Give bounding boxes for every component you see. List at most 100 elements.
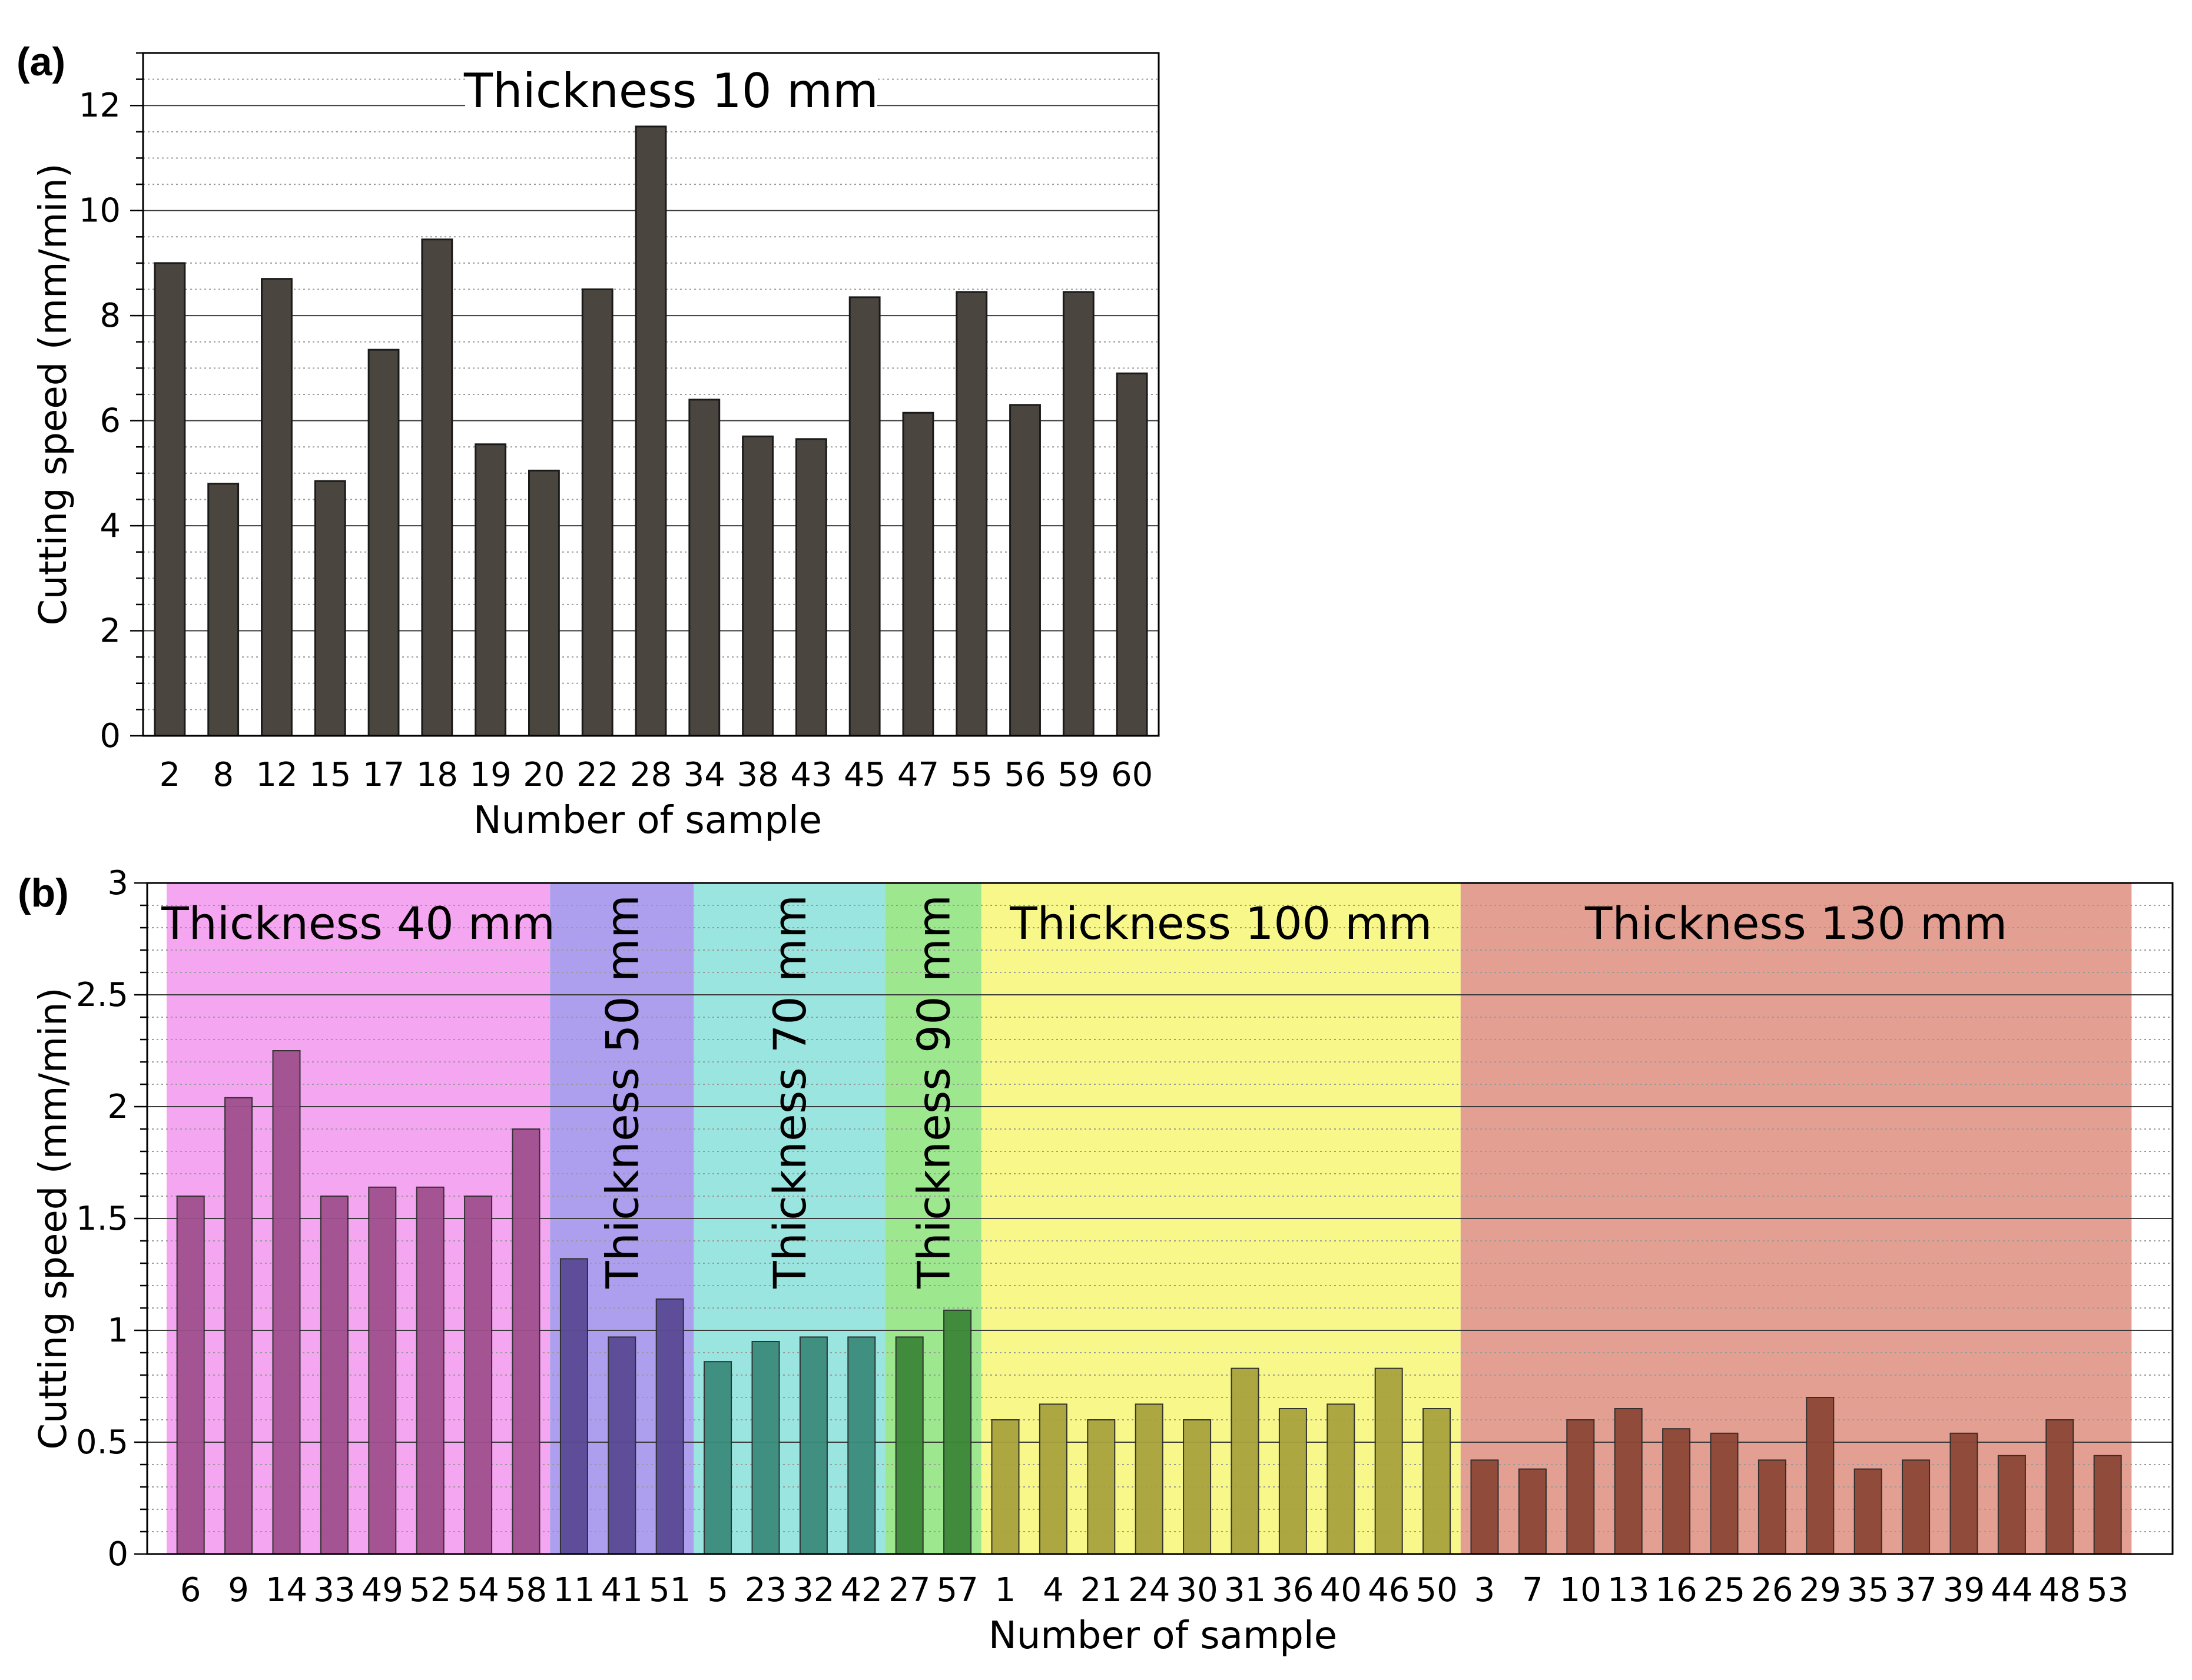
x-tick-label: 22 — [576, 756, 618, 794]
x-tick-label: 18 — [416, 756, 458, 794]
bar-19 — [475, 443, 507, 737]
bar-42 — [847, 1336, 876, 1555]
y-tick-label: 0 — [100, 717, 121, 755]
x-tick-label: 56 — [1004, 756, 1046, 794]
x-tick-label: 58 — [505, 1571, 547, 1609]
bar-13 — [1614, 1408, 1643, 1555]
x-tick-label: 60 — [1111, 756, 1153, 794]
x-tick-label: 43 — [790, 756, 832, 794]
x-tick-label: 42 — [841, 1571, 883, 1609]
bar-16 — [1662, 1428, 1691, 1555]
x-tick-label: 37 — [1895, 1571, 1936, 1609]
bar-3 — [1470, 1459, 1499, 1555]
bar-50 — [1422, 1408, 1451, 1555]
bar-38 — [742, 435, 774, 737]
bar-52 — [416, 1186, 445, 1555]
x-tick-label: 25 — [1703, 1571, 1745, 1609]
x-tick-label: 33 — [313, 1571, 355, 1609]
bar-56 — [1009, 404, 1041, 737]
chart-title-a: Thickness 10 mm — [463, 64, 878, 118]
x-tick-label: 35 — [1847, 1571, 1889, 1609]
x-tick-label: 34 — [684, 756, 725, 794]
region-label-0: Thickness 40 mm — [161, 897, 555, 949]
bar-18 — [421, 238, 453, 737]
x-tick-label: 21 — [1080, 1571, 1122, 1609]
x-tick-label: 52 — [409, 1571, 451, 1609]
x-tick-label: 6 — [180, 1571, 201, 1609]
x-tick-label: 47 — [897, 756, 939, 794]
x-tick-label: 8 — [213, 756, 234, 794]
x-tick-label: 28 — [630, 756, 672, 794]
bar-2 — [154, 262, 186, 737]
bar-10 — [1566, 1419, 1595, 1555]
x-tick-label: 26 — [1751, 1571, 1793, 1609]
bar-53 — [2093, 1455, 2122, 1555]
bar-39 — [1949, 1432, 1978, 1555]
bar-5 — [704, 1361, 732, 1555]
region-label-4: Thickness 100 mm — [1009, 897, 1432, 949]
plot-border-b — [146, 882, 2174, 1555]
bar-43 — [795, 438, 827, 737]
bar-24 — [1135, 1403, 1163, 1555]
x-tick-label: 38 — [737, 756, 778, 794]
x-tick-label: 30 — [1176, 1571, 1218, 1609]
bar-14 — [272, 1050, 301, 1555]
title-background — [465, 65, 877, 124]
bar-30 — [1183, 1419, 1212, 1555]
chart-panel-b: 6 9 14 33 49 52 54 58 11 41 51 5 23 32 42 27 57 1 4 21 24 30 3… — [18, 864, 2174, 1658]
bar-60 — [1116, 372, 1148, 737]
bar-11 — [559, 1258, 588, 1555]
x-tick-label: 50 — [1415, 1571, 1457, 1609]
bar-48 — [2045, 1419, 2074, 1555]
chart-panel-a: 2 8 12 15 17 18 19 20 22 28 34 38 43 45 47 55 56 59 60Thic… — [16, 39, 1160, 842]
bar-45 — [848, 296, 881, 737]
bar-7 — [1518, 1468, 1547, 1555]
x-tick-label: 17 — [363, 756, 404, 794]
x-tick-label: 44 — [1991, 1571, 2032, 1609]
bar-40 — [1327, 1403, 1355, 1555]
bar-49 — [368, 1186, 397, 1555]
y-tick-label: 3 — [107, 864, 128, 902]
x-tick-label: 51 — [649, 1571, 691, 1609]
bar-17 — [367, 348, 400, 737]
x-tick-label: 14 — [266, 1571, 307, 1609]
y-axis-title-b: Cutting speed (mm/min) — [32, 987, 75, 1449]
x-tick-label: 7 — [1522, 1571, 1543, 1609]
panel-label-a: (a) — [16, 39, 65, 84]
y-tick-label: 4 — [100, 507, 121, 545]
y-tick-label: 1 — [107, 1312, 128, 1350]
x-tick-label: 54 — [457, 1571, 499, 1609]
bar-31 — [1231, 1367, 1259, 1555]
bar-1 — [991, 1419, 1020, 1555]
y-tick-label: 10 — [79, 192, 121, 230]
bar-33 — [320, 1196, 349, 1555]
x-tick-label: 57 — [936, 1571, 978, 1609]
bar-27 — [895, 1336, 924, 1555]
x-tick-label: 27 — [888, 1571, 930, 1609]
y-tick-label: 0 — [107, 1535, 128, 1573]
region-label-2: Thickness 70 mm — [764, 895, 816, 1289]
bar-37 — [1902, 1459, 1931, 1555]
x-tick-label: 32 — [792, 1571, 834, 1609]
x-axis-title-a: Number of sample — [473, 799, 822, 842]
x-tick-label: 39 — [1943, 1571, 1985, 1609]
y-tick-label: 1.5 — [76, 1200, 128, 1238]
bar-26 — [1757, 1459, 1786, 1555]
x-tick-label: 40 — [1320, 1571, 1362, 1609]
bar-36 — [1278, 1408, 1307, 1555]
x-tick-label: 5 — [707, 1571, 728, 1609]
x-tick-label: 41 — [601, 1571, 643, 1609]
x-tick-label: 46 — [1368, 1571, 1410, 1609]
bar-32 — [799, 1336, 828, 1555]
x-tick-label: 31 — [1224, 1571, 1266, 1609]
x-tick-label: 15 — [309, 756, 351, 794]
region-label-1: Thickness 50 mm — [596, 895, 648, 1289]
y-tick-label: 2 — [100, 612, 121, 650]
x-tick-label: 45 — [844, 756, 886, 794]
bar-23 — [751, 1341, 780, 1555]
bar-47 — [902, 411, 934, 737]
y-tick-label: 2.5 — [76, 976, 128, 1014]
bar-29 — [1806, 1397, 1835, 1555]
x-axis-title-b: Number of sample — [989, 1614, 1337, 1658]
